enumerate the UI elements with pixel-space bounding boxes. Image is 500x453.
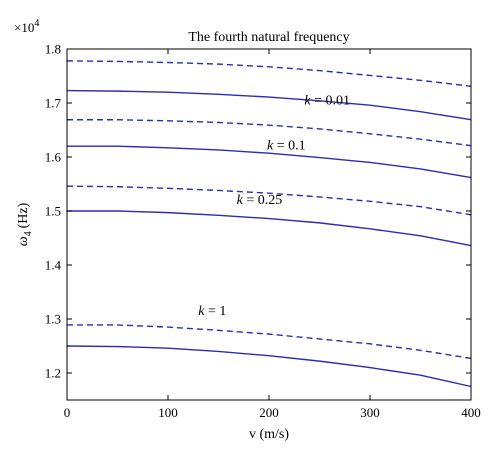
y-tick-label: 1.2: [45, 366, 61, 381]
x-tick-label: 200: [259, 405, 279, 420]
y-axis-multiplier: ×104: [14, 18, 39, 35]
y-tick-label: 1.4: [45, 258, 62, 273]
ticks: 0 100 200 300 400 1.2 1.3 1.4 1.5 1.6 1.7 1.8: [45, 42, 481, 421]
series-line-1-dashed: [66, 60, 472, 87]
series-line-2-solid: [66, 89, 472, 121]
annotation-k-label-2: k = 0.1: [267, 138, 306, 153]
x-tick-label: 0: [64, 405, 71, 420]
series-line-7-dashed: [67, 324, 472, 360]
multiplier-base: ×10: [14, 20, 34, 35]
x-tick-label: 300: [360, 405, 380, 420]
x-tick-label: 400: [461, 405, 481, 420]
y-tick-label: 1.5: [45, 204, 61, 219]
y-tick-label: 1.8: [45, 42, 61, 57]
x-tick-label: 100: [158, 405, 178, 420]
y-axis-label: ω4 (Hz): [16, 202, 34, 246]
x-axis-label: v (m/s): [249, 427, 289, 442]
series-line-6-solid: [67, 210, 472, 247]
y-tick-label: 1.3: [45, 312, 61, 327]
series-line-4-solid: [67, 145, 472, 179]
series-line-8-solid: [66, 345, 472, 388]
multiplier-exponent: 4: [34, 18, 39, 29]
y-tick-label: 1.7: [45, 96, 62, 111]
annotations: k = 0.01 k = 0.1 k = 0.25 k = 1: [198, 94, 350, 320]
series-line-5-dashed: [66, 185, 472, 216]
annotation-k-label-1: k = 0.01: [304, 94, 350, 109]
y-tick-label: 1.6: [45, 150, 62, 165]
y-axis-label-subscript: 4: [23, 231, 34, 236]
annotation-k-label-4: k = 1: [198, 304, 226, 319]
y-axis-label-symbol: ω: [16, 236, 31, 246]
y-axis-label-unit: (Hz): [16, 202, 31, 228]
annotation-k-label-3: k = 0.25: [237, 193, 283, 208]
chart-title: The fourth natural frequency: [188, 30, 349, 45]
series-line-3-dashed: [67, 119, 472, 147]
series-layer: [66, 60, 472, 388]
